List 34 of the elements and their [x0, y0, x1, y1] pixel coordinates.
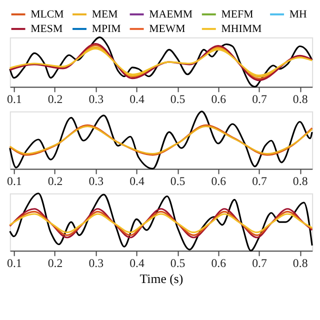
x-tick-label: 0.2 [48, 174, 63, 188]
x-tick-label: 0.3 [88, 174, 104, 188]
x-tick-label: 0.1 [7, 256, 22, 270]
x-tick-label: 0.8 [292, 256, 308, 270]
x-tick-label: 0.7 [252, 256, 267, 270]
x-tick-label: 0.3 [88, 256, 104, 270]
x-axis-title: Time (s) [140, 272, 184, 286]
x-tick-label: 0.1 [7, 92, 22, 106]
x-tick-label: 0.1 [7, 174, 22, 188]
x-tick-label: 0.6 [211, 174, 226, 188]
x-tick-label: 0.6 [211, 256, 226, 270]
x-tick-label: 0.8 [292, 174, 308, 188]
x-tick-label: 0.5 [170, 256, 186, 270]
legend-label: MLCM [30, 8, 64, 20]
legend-label: MEFM [221, 8, 254, 20]
x-tick-label: 0.8 [292, 92, 308, 106]
legend-label: MAEMM [149, 8, 193, 20]
legend-label: MH [289, 8, 308, 20]
x-tick-label: 0.7 [252, 174, 267, 188]
x-tick-label: 0.2 [48, 92, 63, 106]
legend-label: MPIM [92, 22, 122, 35]
legend-label: MHIMM [221, 22, 262, 35]
x-tick-label: 0.7 [252, 92, 267, 106]
x-tick-label: 0.2 [48, 256, 63, 270]
x-tick-label: 0.4 [130, 92, 144, 106]
x-tick-label: 0.4 [130, 256, 144, 270]
legend-label: MEWM [149, 22, 186, 35]
x-tick-label: 0.4 [130, 174, 144, 188]
x-tick-label: 0.5 [170, 92, 186, 106]
x-tick-label: 0.6 [211, 92, 226, 106]
legend-label: MEM [92, 8, 118, 20]
x-tick-label: 0.3 [88, 92, 104, 106]
x-tick-label: 0.5 [170, 174, 186, 188]
legend-label: MESM [30, 22, 63, 35]
